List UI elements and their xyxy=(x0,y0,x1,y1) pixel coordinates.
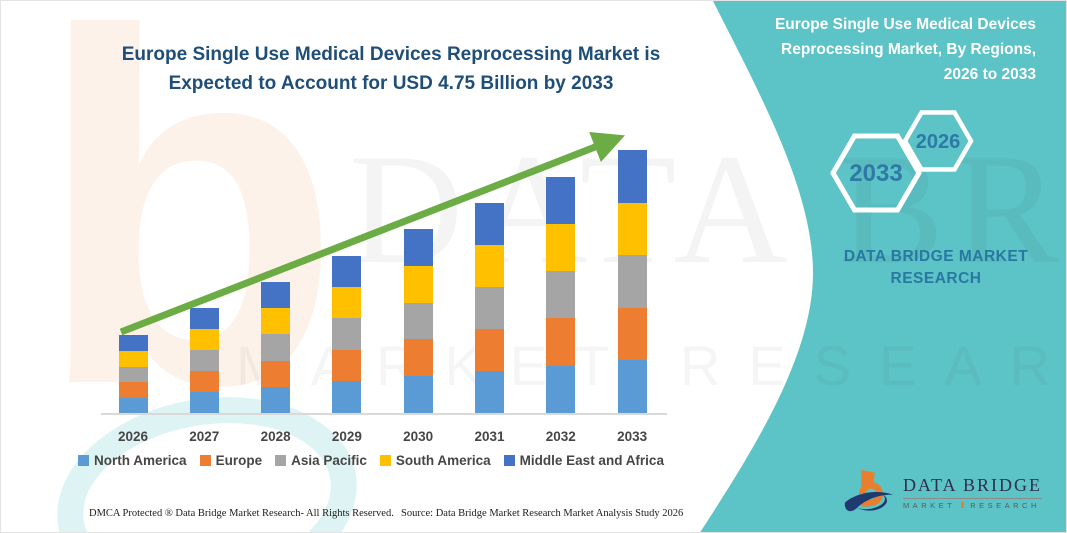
data-bridge-logo-mark xyxy=(844,469,894,512)
brand-text-line2: RESEARCH xyxy=(890,270,982,288)
logo-wordmark: DATA BRIDGE MARKET RESEARCH xyxy=(902,475,1042,510)
bar-segment-middle-east-and-africa xyxy=(118,334,148,351)
bar-segment-europe xyxy=(475,328,504,371)
legend-label: North America xyxy=(94,453,187,468)
hexagon-2026 xyxy=(902,110,974,172)
legend-item-north-america: North America xyxy=(78,453,187,468)
bar-segment-europe xyxy=(546,318,576,366)
x-axis-label-2026: 2026 xyxy=(117,429,149,444)
hexagon-2033 xyxy=(830,133,922,213)
bar-segment-north-america xyxy=(189,391,219,413)
legend-item-asia-pacific: Asia Pacific xyxy=(275,453,367,468)
bar-segment-north-america xyxy=(475,370,504,413)
stacked-bar-2030 xyxy=(403,229,433,413)
bar-segment-asia-pacific xyxy=(546,271,576,319)
bar-segment-south-america xyxy=(261,308,291,335)
stacked-bar-2026 xyxy=(118,334,148,413)
bar-segment-south-america xyxy=(189,328,219,350)
bar-segment-north-america xyxy=(617,360,647,413)
legend-swatch-icon xyxy=(78,455,90,466)
hexagon-2033-label: 2033 xyxy=(849,160,902,187)
legend-swatch-icon xyxy=(379,455,391,466)
stacked-bar-2029 xyxy=(332,255,362,413)
stacked-bar-2027 xyxy=(189,308,219,413)
orange-tick-icon xyxy=(961,502,965,508)
legend-label: Europe xyxy=(215,453,263,468)
stacked-bar-2033 xyxy=(617,150,647,413)
stacked-bar-2028 xyxy=(261,281,291,413)
bar-segment-asia-pacific xyxy=(118,366,148,382)
x-axis-label-2031: 2031 xyxy=(474,429,505,444)
bar-segment-asia-pacific xyxy=(475,286,504,329)
x-axis-label-2030: 2030 xyxy=(403,429,434,444)
bar-segment-asia-pacific xyxy=(403,302,433,340)
bar-segment-south-america xyxy=(332,287,362,319)
legend-item-europe: Europe xyxy=(199,453,263,468)
legend-swatch-icon xyxy=(199,455,211,466)
bar-segment-asia-pacific xyxy=(261,334,291,361)
sidebar-title: Europe Single Use Medical Devices Reproc… xyxy=(774,16,1036,83)
bar-segment-europe xyxy=(261,360,291,387)
bar-segment-europe xyxy=(118,382,148,398)
plot-area: 2026 2027 2028 2029 2030 2031 2032 2033 xyxy=(101,121,667,444)
bar-segment-north-america xyxy=(546,365,576,413)
x-axis-label-2027: 2027 xyxy=(189,429,220,444)
bar-segment-middle-east-and-africa xyxy=(546,176,576,224)
bar-segment-europe xyxy=(189,370,219,392)
x-axis-line xyxy=(101,413,667,415)
bar-segment-south-america xyxy=(118,351,148,367)
data-bridge-logo: DATA BRIDGE MARKET RESEARCH xyxy=(843,467,1042,517)
bar-segment-north-america xyxy=(332,381,362,413)
legend-swatch-icon xyxy=(275,455,287,466)
bar-segment-south-america xyxy=(617,202,647,256)
chart-title: Europe Single Use Medical Devices Reproc… xyxy=(121,44,661,94)
x-axis-label-2033: 2033 xyxy=(617,429,648,444)
bar-segment-europe xyxy=(332,349,362,382)
bar-segment-north-america xyxy=(261,386,291,413)
bar-segment-middle-east-and-africa xyxy=(189,308,219,329)
bar-segment-south-america xyxy=(546,223,576,272)
legend-swatch-icon xyxy=(503,455,515,466)
logo-tagline-market: MARKET xyxy=(902,500,956,510)
brand-text-line1: DATA BRIDGE MARKET xyxy=(843,248,1029,265)
bar-segment-middle-east-and-africa xyxy=(403,229,433,266)
x-axis-label-2028: 2028 xyxy=(260,429,291,444)
bar-segment-europe xyxy=(403,339,433,377)
legend-item-middle-east-and-africa: Middle East and Africa xyxy=(503,453,664,468)
legend-item-south-america: South America xyxy=(379,453,491,468)
bar-segment-middle-east-and-africa xyxy=(617,150,647,203)
source-note: Source: Data Bridge Market Research Mark… xyxy=(401,508,684,519)
legend-label: South America xyxy=(395,453,491,468)
year-hexagons: 2033 2026 xyxy=(830,110,974,213)
bar-segment-south-america xyxy=(475,244,504,287)
hexagon-2026-label: 2026 xyxy=(916,131,961,153)
bar-segment-middle-east-and-africa xyxy=(332,255,362,288)
bar-segment-north-america xyxy=(118,397,148,413)
bar-segment-south-america xyxy=(403,265,433,303)
legend-label: Middle East and Africa xyxy=(519,453,664,468)
logo-tagline-research: RESEARCH xyxy=(970,500,1040,510)
bar-segment-north-america xyxy=(403,376,433,413)
stacked-bar-2032 xyxy=(546,176,576,413)
dmca-notice: DMCA Protected ® Data Bridge Market Rese… xyxy=(89,508,394,519)
bar-segment-europe xyxy=(617,307,647,361)
brand-text: DATA BRIDGE MARKET RESEARCH xyxy=(791,246,1066,291)
bar-segment-asia-pacific xyxy=(189,349,219,371)
bar-segment-asia-pacific xyxy=(332,318,362,350)
logo-tagline: MARKET RESEARCH xyxy=(903,501,1042,510)
x-axis-label-2029: 2029 xyxy=(331,429,362,444)
bar-segment-asia-pacific xyxy=(617,255,647,308)
bar-segment-middle-east-and-africa xyxy=(261,281,291,309)
logo-name: DATA BRIDGE xyxy=(902,475,1042,499)
bar-segment-middle-east-and-africa xyxy=(475,202,504,245)
chart-legend: North America Europe Asia Pacific South Ame… xyxy=(51,453,691,468)
legend-label: Asia Pacific xyxy=(291,453,367,468)
stacked-bar-2031 xyxy=(475,202,504,413)
x-axis-label-2032: 2032 xyxy=(545,429,576,444)
